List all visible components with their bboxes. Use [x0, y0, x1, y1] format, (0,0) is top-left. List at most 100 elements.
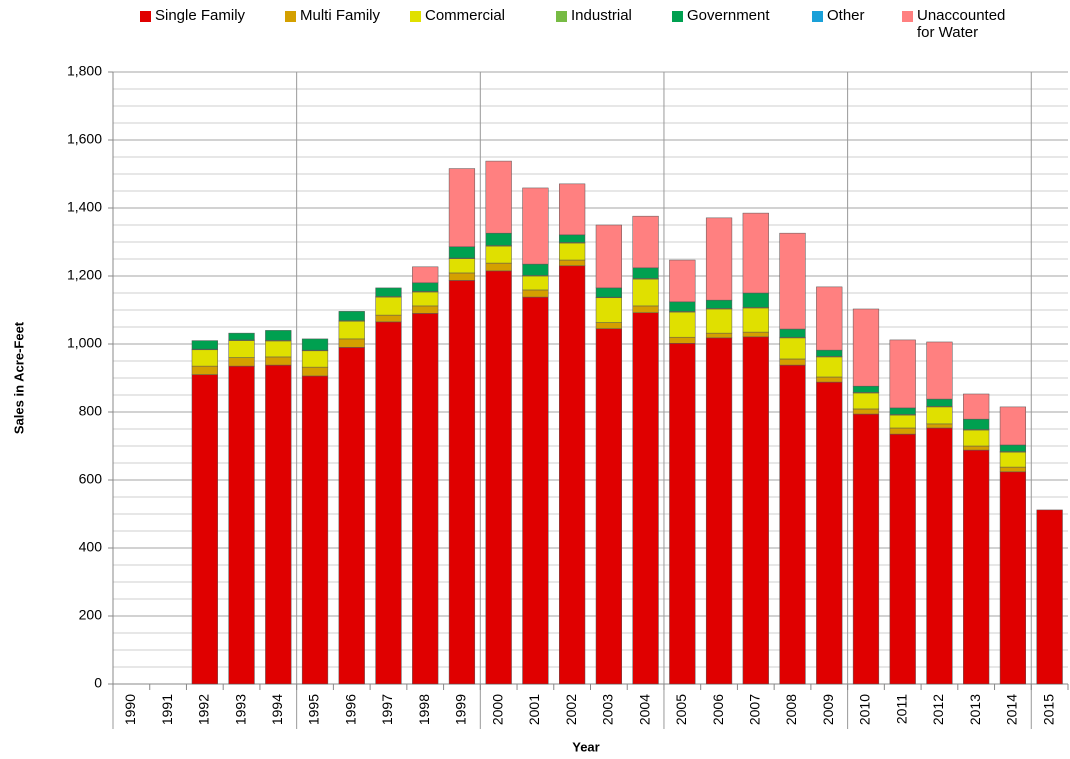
bar-segment [926, 398, 953, 407]
legend-swatch [902, 11, 913, 22]
bar-segment [889, 433, 916, 685]
bar-segment [522, 275, 549, 291]
bar-segment [265, 364, 292, 685]
legend-item: Industrial [556, 7, 632, 24]
bar-segment [522, 289, 549, 298]
bar-segment [301, 375, 329, 685]
bar-segment [669, 343, 696, 685]
bar-segment [228, 365, 255, 685]
bar-segment [632, 312, 659, 685]
bar-segment [889, 414, 916, 429]
legend-item: Single Family [140, 7, 245, 24]
bar-segment [301, 366, 329, 377]
bar-segment [301, 350, 329, 368]
bar-segment [779, 337, 806, 360]
legend-swatch [285, 11, 296, 22]
x-tick-label: 2015 [1040, 694, 1056, 725]
x-tick-label: 2008 [783, 694, 799, 725]
bar-segment [669, 311, 696, 338]
bar-segment [301, 338, 329, 351]
bar-segment [485, 262, 512, 272]
bar-segment [559, 234, 586, 243]
bar-segment [742, 331, 769, 338]
bar-segment [412, 291, 439, 307]
bar-segment [852, 408, 880, 415]
y-tick-label: 1,200 [67, 267, 102, 283]
x-tick-label: 2003 [600, 694, 616, 725]
bar-segment [265, 356, 292, 366]
bar-segment [485, 270, 512, 685]
bar-segment [999, 466, 1027, 473]
x-tick-label: 1993 [232, 694, 248, 725]
bar-segment [963, 418, 990, 430]
bar-segment [632, 305, 659, 313]
bar-segment [779, 328, 806, 338]
legend-swatch [556, 11, 567, 22]
y-tick-label: 0 [94, 675, 102, 691]
bar-segment [742, 336, 769, 685]
bar-segment [228, 340, 255, 358]
bar-segment [999, 444, 1027, 452]
legend-label: Unaccounted for Water [917, 7, 1006, 41]
bar-segment [816, 356, 843, 378]
bar-segment [338, 338, 365, 348]
legend-item: Unaccounted for Water [902, 7, 1027, 41]
y-tick-label: 1,000 [67, 335, 102, 351]
legend-item: Government [672, 7, 770, 24]
bar-segment [412, 266, 439, 284]
bar-segment [926, 423, 953, 429]
bar-segment [485, 245, 512, 264]
bar-segment [705, 217, 733, 301]
bar-segment [852, 413, 880, 685]
bar-segment [742, 292, 769, 308]
x-tick-label: 1990 [122, 694, 138, 725]
bar-segment [191, 365, 218, 375]
bar-segment [559, 183, 586, 236]
bar-segment [448, 168, 476, 248]
bar-segment [963, 445, 990, 451]
bar-segment [595, 328, 622, 685]
bar-segment [412, 305, 439, 314]
bar-segment [816, 381, 843, 685]
bar-segment [999, 451, 1027, 468]
bar-segment [448, 280, 476, 685]
bar-segment [816, 376, 843, 383]
bar-segment [889, 339, 916, 409]
x-tick-label: 2013 [967, 694, 983, 725]
legend-item: Other [812, 7, 865, 24]
bar-segment [999, 406, 1027, 446]
bar-segment [779, 358, 806, 366]
x-tick-label: 2006 [710, 694, 726, 725]
x-tick-label: 2012 [930, 694, 946, 725]
bar-segment [816, 286, 843, 351]
bar-segment [265, 340, 292, 358]
bar-segment [228, 332, 255, 341]
bar-segment [852, 385, 880, 393]
x-tick-label: 1994 [269, 694, 285, 725]
bar-segment [485, 160, 512, 234]
bar-segment [595, 297, 622, 323]
legend-label: Single Family [155, 7, 246, 24]
bar-segment [705, 308, 733, 334]
legend-label: Commercial [425, 7, 506, 24]
bar-segment [265, 330, 292, 341]
x-tick-label: 1999 [453, 694, 469, 725]
bar-segment [375, 296, 402, 316]
bar-segment [889, 427, 916, 435]
bar-segment [191, 349, 218, 367]
x-tick-label: 1995 [306, 694, 322, 725]
bar-segment [485, 232, 512, 246]
bar-segment [375, 314, 402, 323]
x-tick-label: 1996 [342, 694, 358, 725]
bar-segment [926, 427, 953, 685]
x-tick-label: 1997 [379, 694, 395, 725]
legend-item: Multi Family [285, 7, 380, 24]
bar-segment [448, 246, 476, 259]
x-tick-label: 2000 [489, 694, 505, 725]
bar-segment [595, 322, 622, 329]
bar-segment [705, 299, 733, 309]
x-tick-label: 1991 [159, 694, 175, 725]
bar-segment [559, 265, 586, 685]
bar-segment [412, 313, 439, 685]
